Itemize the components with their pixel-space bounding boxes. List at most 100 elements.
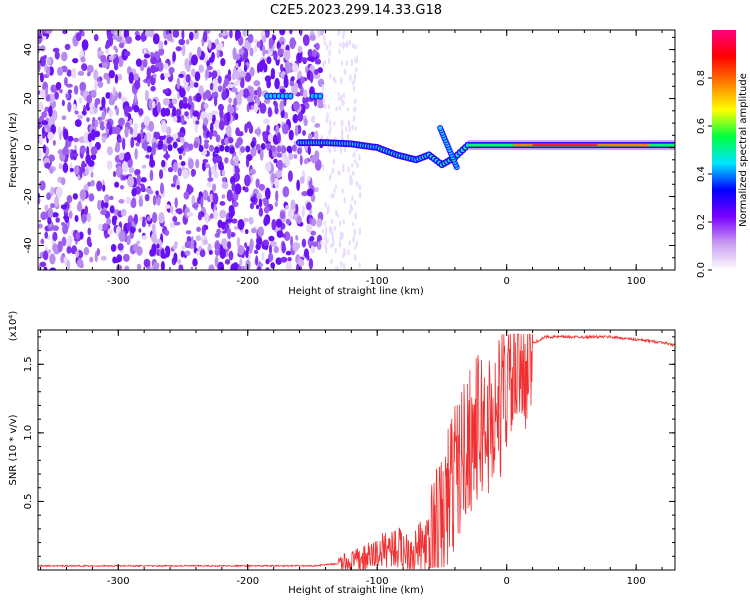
spectral-noise-cell [207,177,214,182]
figure-title: C2E5.2023.299.14.33.G18 [270,3,442,18]
spectral-noise-cell [310,230,317,236]
spectral-noise-cell [244,174,251,187]
y-tick-label: 1.0 [23,425,34,441]
spectral-noise-cell [38,61,41,73]
spectral-noise-cell [348,240,351,246]
spectral-noise-cell [197,212,203,221]
spectral-noise-cell [136,174,142,186]
spectral-noise-cell [279,30,286,36]
spectral-noise-cell [39,261,47,268]
spectral-noise-cell [201,225,206,237]
spectral-noise-cell [192,258,198,267]
spectral-noise-cell [275,219,283,228]
spectral-noise-cell [123,50,131,57]
spectral-noise-cell [330,218,334,224]
spectral-noise-cell [323,103,327,110]
spectral-noise-cell [314,69,319,75]
spectral-noise-cell [48,154,55,162]
carrier-cell [146,145,152,153]
spectral-noise-cell [290,39,297,46]
spectral-noise-cell [73,85,79,95]
spectral-noise-cell [340,128,344,136]
spectral-noise-cell [128,71,134,84]
spectral-noise-cell [282,186,290,198]
spectral-noise-cell [337,92,340,97]
spectral-noise-cell [224,157,229,164]
spectral-noise-cell [294,203,299,215]
spectral-noise-cell [143,115,151,127]
spectral-noise-cell [67,101,72,113]
spectral-noise-cell [48,207,54,219]
spectral-noise-cell [287,170,293,182]
spectral-noise-cell [215,134,221,143]
spectral-noise-cell [152,66,160,73]
spectral-noise-cell [253,80,261,87]
spectral-noise-cell [123,152,130,162]
spectral-noise-cell [314,123,321,128]
spectral-noise-cell [244,242,248,248]
spectral-noise-cell [303,248,309,258]
spectral-noise-cell [102,184,106,192]
spectral-noise-cell [67,235,73,246]
spectral-noise-cell [144,89,149,102]
spectral-noise-cell [354,245,357,250]
spectral-noise-cell [141,220,146,228]
spectral-noise-cell [163,62,169,70]
spectral-noise-cell [47,131,54,141]
spectral-noise-cell [227,83,235,89]
spectral-noise-cell [204,89,212,100]
spectral-noise-cell [184,250,191,257]
spectral-noise-cell [279,210,286,220]
spectral-noise-cell [273,158,278,164]
y-tick-label: 1.5 [23,356,34,372]
spectral-noise-cell [81,110,87,116]
carrier-cell [219,144,225,152]
spectral-noise-cell [160,248,165,257]
spectral-noise-cell [193,30,200,40]
spectral-noise-cell [234,112,239,121]
carrier-cell [198,145,204,153]
spectral-noise-cell [352,235,355,244]
spectral-noise-cell [270,262,276,269]
spectral-noise-cell [245,249,249,258]
spectral-noise-cell [96,180,103,192]
spectral-noise-cell [148,98,153,110]
spectral-noise-cell [337,96,341,101]
spectral-noise-cell [175,115,183,123]
spectral-noise-cell [63,128,69,141]
x-tick-label: 100 [627,276,646,287]
spectral-noise-cell [211,183,217,192]
spectral-noise-cell [219,42,224,48]
spectral-noise-cell [46,192,52,201]
spectral-noise-cell [54,91,59,100]
spectral-noise-cell [273,50,278,62]
spectral-noise-cell [271,218,277,231]
spectral-noise-cell [129,166,135,174]
spectral-noise-cell [337,169,340,176]
y-tick-label: -40 [23,237,34,253]
spectral-noise-cell [307,175,311,182]
spectral-noise-cell [277,159,284,171]
spectral-noise-cell [76,258,84,268]
spectral-noise-cell [88,193,95,202]
spectral-noise-cell [79,145,86,154]
spectral-noise-cell [355,240,359,247]
spectral-noise-cell [129,126,134,135]
spectral-noise-cell [296,179,301,191]
spectral-noise-cell [55,217,60,223]
snr-series-line [38,333,675,570]
spectral-noise-cell [93,34,99,42]
spectral-noise-cell [90,146,98,156]
spectral-noise-cell [147,78,151,87]
spectral-noise-cell [326,112,329,120]
spectral-noise-cell [281,242,286,254]
spectral-noise-cell [127,175,135,188]
spectral-noise-cell [254,45,258,53]
spectral-noise-cell [353,199,357,205]
spectral-noise-cell [173,162,178,173]
spectral-noise-cell [355,67,358,73]
spectral-noise-cell [330,243,333,249]
spectral-noise-cell [335,209,338,217]
spectral-noise-cell [327,204,330,213]
spectral-noise-cell [75,32,82,42]
